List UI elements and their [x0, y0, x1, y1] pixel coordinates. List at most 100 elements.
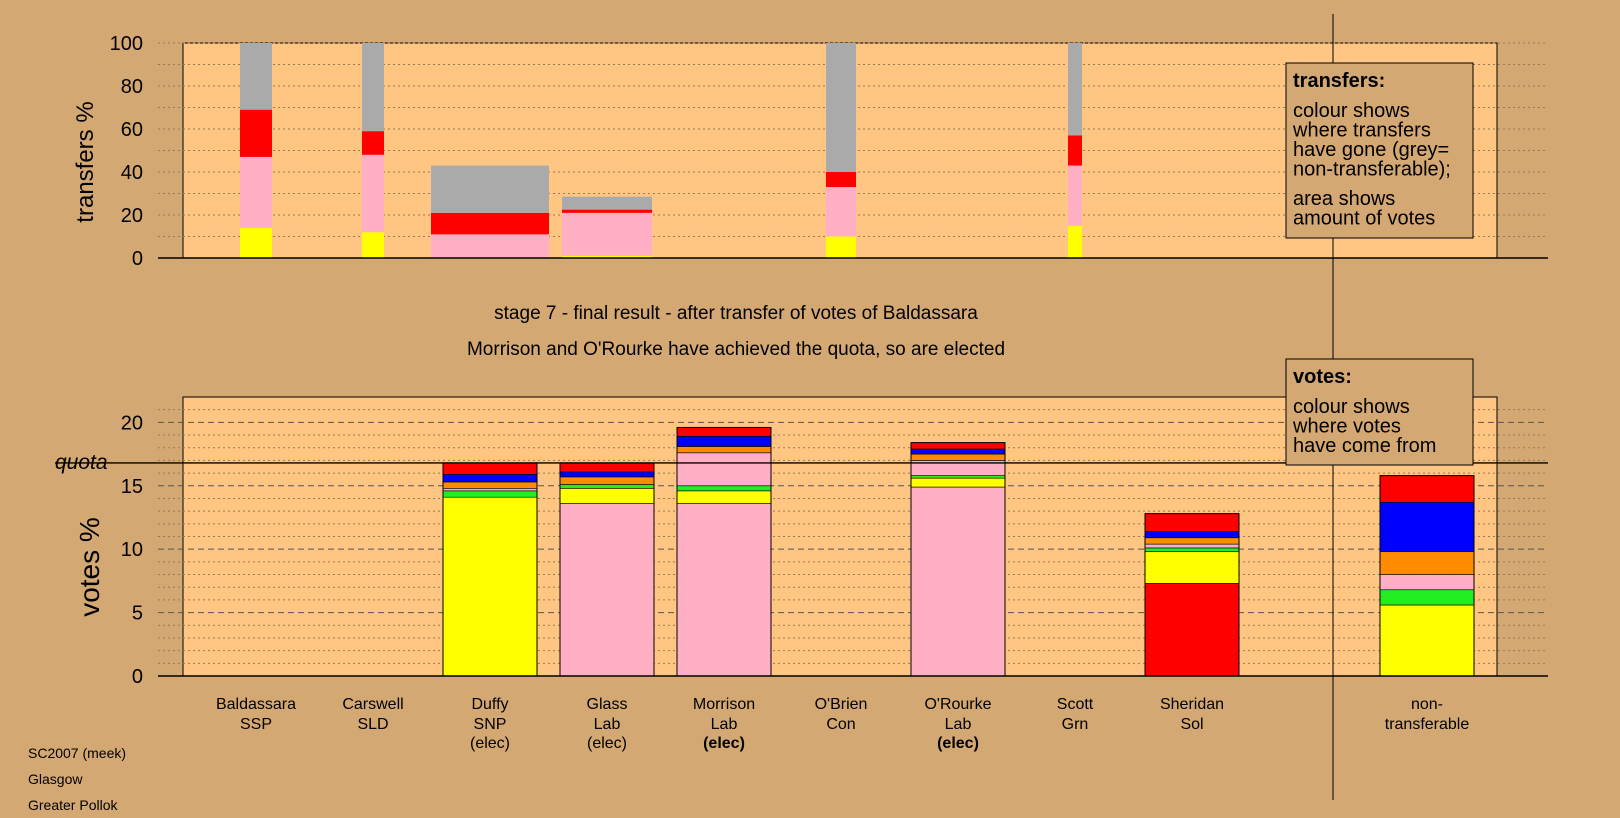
vote-bar-segment-o-rourke-pink: [910, 486, 1006, 677]
candidate-name-label: O'Rourke: [924, 696, 991, 713]
transfers-legend-line: area shows: [1293, 188, 1395, 210]
vote-bar-segment-glass-pink: [559, 503, 655, 677]
transfers-y-tick-label: 40: [121, 162, 143, 184]
transfer-bar-segment-carswell-grey: [362, 43, 384, 132]
vote-bar-segment-o-rourke-yellow: [910, 477, 1006, 488]
vote-bar-segment-non-transferable-blue: [1379, 501, 1475, 553]
candidate-name-label: O'Brien: [815, 696, 868, 713]
transfer-bar-segment-glass-red: [562, 209, 652, 213]
transfers-legend-line: non-transferable);: [1293, 159, 1451, 181]
vote-bar-segment-morrison-pink: [676, 452, 772, 487]
vote-bar-segment-sheridan-blue: [1144, 531, 1240, 539]
transfer-bar-segment-carswell-red: [362, 131, 384, 155]
transfer-bar-segment-baldassara-yellow: [240, 227, 272, 258]
candidate-name-label: Glass: [587, 696, 628, 713]
vote-bar-segment-duffy-blue: [442, 474, 538, 483]
vote-bar-segment-duffy-orange: [442, 481, 538, 489]
transfers-legend-line: have gone (grey=: [1293, 139, 1449, 161]
candidate-status-label: (elec): [937, 735, 979, 752]
vote-bar-segment-morrison-blue: [676, 436, 772, 447]
vote-bar-segment-sheridan-yellow: [1144, 551, 1240, 584]
vote-bar-segment-sheridan-red: [1144, 583, 1240, 677]
vote-bar-segment-duffy-red: [442, 462, 538, 475]
candidate-party-label: SSP: [240, 716, 272, 733]
candidate-party-label: SLD: [357, 716, 388, 733]
candidate-status-label: (elec): [470, 735, 510, 752]
transfers-legend-line: amount of votes: [1293, 208, 1435, 230]
vote-bar-segment-duffy-yellow: [442, 496, 538, 677]
transfers-y-tick-label: 0: [132, 248, 143, 270]
transfer-bar-segment-scott-grey: [1068, 43, 1082, 136]
vote-bar-segment-morrison-pink: [676, 503, 772, 677]
transfer-bar-segment-o-brien-grey: [826, 43, 856, 172]
credits: SC2007 (meek) Glasgow Greater Pollok: [28, 740, 126, 818]
transfer-bar-segment-o-brien-yellow: [826, 236, 856, 258]
transfer-bar-segment-scott-red: [1068, 135, 1082, 166]
candidate-name-label: Carswell: [342, 696, 403, 713]
transfers-y-axis-label: transfers %: [72, 101, 99, 222]
transfer-bar-segment-duffy-pink: [431, 234, 549, 258]
candidate-name-label: Duffy: [471, 696, 508, 713]
transfers-legend-line: colour shows: [1293, 100, 1410, 122]
transfer-bar-segment-glass-grey: [562, 196, 652, 210]
transfer-bar-segment-duffy-red: [431, 212, 549, 235]
transfer-bar-segment-glass-pink: [562, 212, 652, 256]
vote-bar-segment-morrison-orange: [676, 446, 772, 454]
votes-legend-title: votes:: [1293, 366, 1352, 388]
vote-bar-segment-sheridan-red: [1144, 513, 1240, 532]
votes-legend-line: have come from: [1293, 435, 1436, 457]
transfers-y-tick-label: 80: [121, 76, 143, 98]
candidate-party-label: Lab: [945, 716, 972, 733]
vote-bar-segment-non-transferable-orange: [1379, 551, 1475, 575]
transfers-y-tick-label: 60: [121, 119, 143, 141]
candidate-party-label: SNP: [474, 716, 507, 733]
vote-bar-segment-sheridan-orange: [1144, 537, 1240, 545]
credit-election: SC2007 (meek): [28, 745, 127, 761]
transfer-bar-segment-baldassara-grey: [240, 43, 272, 110]
vote-bar-segment-glass-orange: [559, 476, 655, 485]
transfers-y-tick-label: 100: [110, 33, 143, 55]
vote-bar-segment-glass-yellow: [559, 488, 655, 504]
nontransferable-label: non-: [1411, 696, 1443, 713]
candidate-status-label: (elec): [703, 735, 745, 752]
transfer-bar-segment-scott-pink: [1068, 165, 1082, 226]
candidate-party-label: Grn: [1062, 716, 1089, 733]
credit-ward: Greater Pollok: [28, 797, 118, 813]
transfer-bar-segment-baldassara-red: [240, 109, 272, 157]
vote-bar-segment-morrison-yellow: [676, 490, 772, 504]
transfer-bar-segment-baldassara-pink: [240, 156, 272, 228]
vote-bar-segment-morrison-red: [676, 427, 772, 437]
vote-bar-segment-duffy-green: [442, 490, 538, 498]
votes-y-axis-label: votes %: [74, 517, 105, 617]
candidate-name-label: Scott: [1057, 696, 1094, 713]
vote-bar-segment-o-rourke-blue: [910, 448, 1006, 455]
candidate-status-label: (elec): [587, 735, 627, 752]
transfers-legend-box: [1285, 62, 1474, 239]
transfer-bar-segment-carswell-yellow: [362, 232, 384, 258]
vote-bar-segment-glass-blue: [559, 471, 655, 478]
vote-bar-segment-o-rourke-green: [910, 475, 1006, 479]
transfers-legend-line: where transfers: [1292, 120, 1431, 142]
votes-y-tick-label: 5: [132, 603, 143, 625]
votes-y-tick-label: 15: [121, 476, 143, 498]
vote-bar-segment-sheridan-green: [1144, 547, 1240, 553]
transfer-bar-segment-duffy-grey: [431, 165, 549, 213]
vote-bar-segment-non-transferable-yellow: [1379, 604, 1475, 677]
transfer-bar-segment-scott-yellow: [1068, 225, 1082, 258]
vote-bar-segment-glass-red: [559, 462, 655, 473]
transfers-legend-title: transfers:: [1293, 70, 1385, 92]
transfer-bar-segment-o-brien-red: [826, 172, 856, 188]
votes-legend-line: where votes: [1292, 416, 1401, 438]
transfers-y-tick-label: 20: [121, 205, 143, 227]
votes-legend-line: colour shows: [1293, 396, 1410, 418]
candidate-party-label: Lab: [711, 716, 738, 733]
votes-y-tick-label: 0: [132, 666, 143, 688]
votes-legend-box: [1285, 358, 1474, 466]
transfer-bar-segment-glass-yellow: [562, 255, 652, 258]
transfer-bar-segment-o-brien-pink: [826, 187, 856, 237]
nontransferable-label: transferable: [1385, 716, 1470, 733]
votes-y-tick-label: 20: [121, 412, 143, 434]
vote-bar-segment-non-transferable-pink: [1379, 574, 1475, 591]
candidate-party-label: Lab: [594, 716, 621, 733]
candidate-party-label: Sol: [1180, 716, 1203, 733]
